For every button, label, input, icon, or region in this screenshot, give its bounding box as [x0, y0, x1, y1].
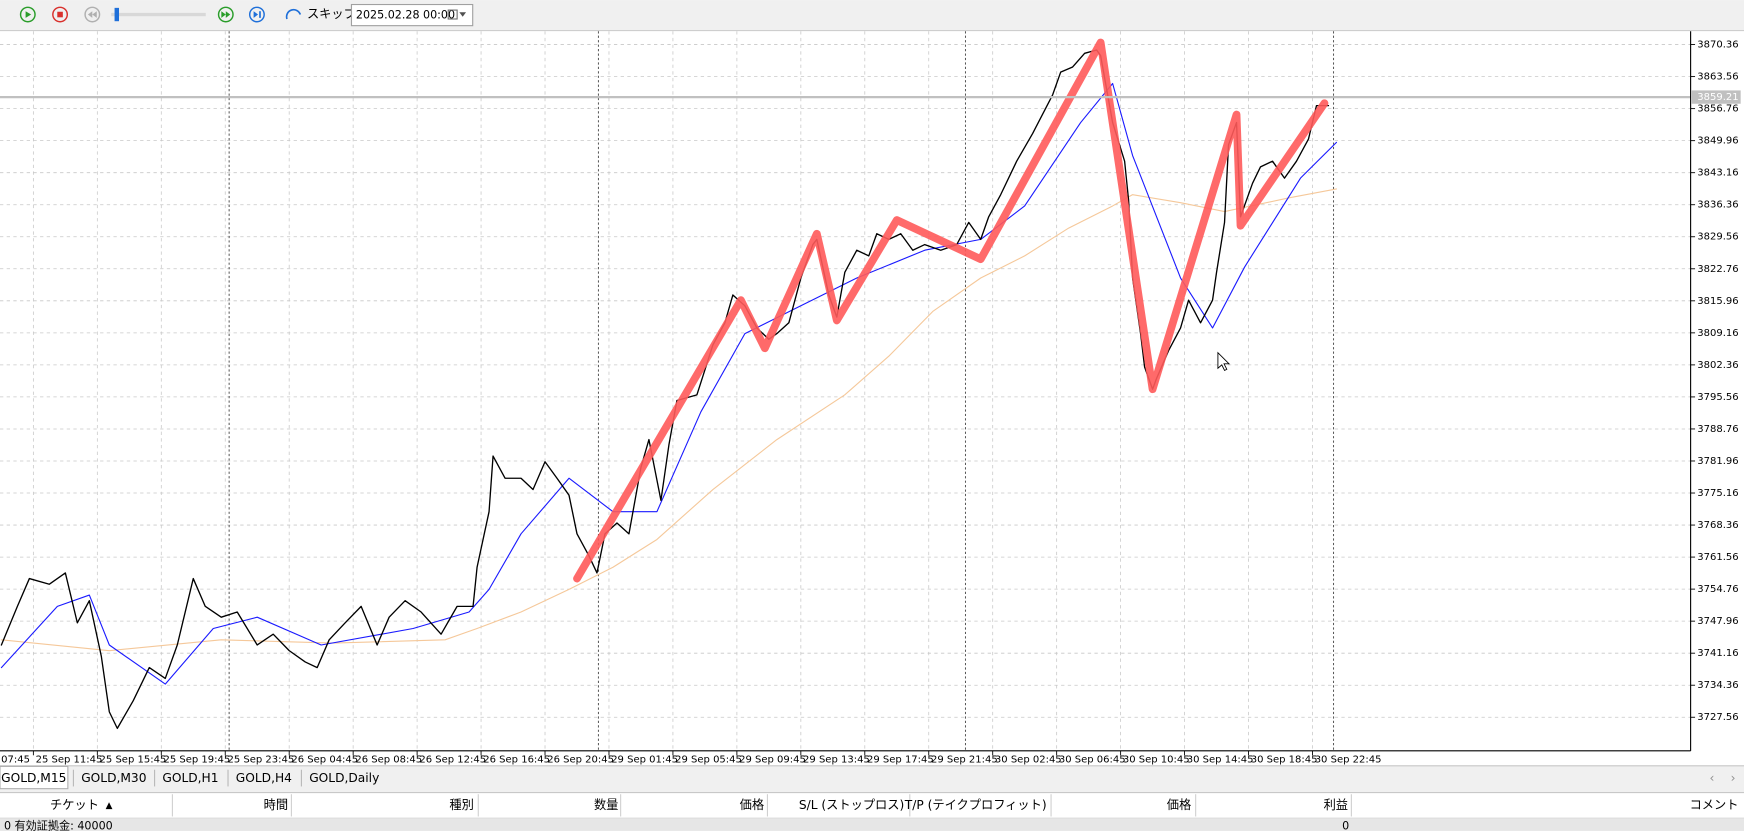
chart-tab[interactable]: GOLD,M15 [1, 771, 66, 785]
series-line [573, 38, 1329, 583]
date-box [350, 3, 474, 27]
step-button[interactable] [248, 6, 265, 23]
chart-background [0, 31, 1744, 766]
calendar-icon [447, 9, 458, 20]
x-tick-label: 30 Sep 02:45 [995, 755, 1062, 766]
column-header[interactable]: 価格 [1167, 797, 1191, 812]
current-price-label: 3859.21 [1697, 92, 1738, 103]
column-header[interactable]: T/P (テイクプロフィット) [904, 798, 1047, 812]
column-header[interactable]: 利益 [1324, 798, 1348, 812]
x-tick-label: 25 Sep 11:45 [36, 755, 103, 766]
column-header[interactable]: チケット [50, 798, 99, 812]
tab-scroll-right[interactable]: › [1731, 771, 1736, 785]
y-tick-label: 3829.56 [1697, 232, 1738, 243]
chart: 3870.36 3863.56 3856.76 3849.96 3843.16 3836.… [0, 31, 1744, 766]
fast-forward-button[interactable] [217, 6, 234, 23]
dropdown-arrow [459, 12, 467, 17]
series-line [0, 188, 1338, 652]
y-tick-label: 3870.36 [1697, 40, 1738, 51]
x-tick-label: 30 Sep 10:45 [1123, 755, 1190, 766]
column-header[interactable]: 時間 [264, 798, 288, 812]
table: チケット 時間 種別 数量 価格 S/L (ストップロス) T/P (テイクプロフィット) 価… [50, 794, 1739, 817]
x-tick-label: 25 Sep 15:45 [100, 755, 167, 766]
status-row [0, 818, 1744, 831]
chart-tab[interactable]: GOLD,H4 [236, 771, 292, 785]
toolbar [0, 0, 1744, 31]
tab-bar [0, 765, 1744, 792]
sort-indicator[interactable]: ▲ [106, 801, 113, 811]
speed-slider[interactable] [111, 7, 206, 22]
tab-scroll-left[interactable]: ‹ [1710, 771, 1715, 785]
x-tick-label: 29 Sep 01:45 [611, 755, 678, 766]
x-tick-label: 26 Sep 04:45 [291, 755, 358, 766]
chart-tab[interactable]: GOLD,H1 [162, 771, 218, 785]
column-header[interactable]: 種別 [449, 798, 473, 812]
grid [0, 31, 1691, 751]
axes: 3870.36 3863.56 3856.76 3849.96 3843.16 3836.… [1, 40, 1741, 766]
x-tick-label: 26 Sep 12:45 [419, 755, 486, 766]
date-value: 2025.02.28 00:00 [356, 9, 455, 22]
x-tick-label: 29 Sep 21:45 [931, 755, 998, 766]
y-tick-label: 3775.16 [1697, 488, 1738, 499]
series-line [0, 82, 1338, 685]
y-tick-label: 3809.16 [1697, 328, 1738, 339]
x-tick-label: 30 Sep 06:45 [1059, 755, 1126, 766]
table-header [0, 791, 1744, 819]
column-header[interactable]: S/L (ストップロス) [799, 798, 904, 812]
current-price-tag [1691, 90, 1741, 104]
x-tick-label: 29 Sep 13:45 [803, 755, 870, 766]
y-tick-label: 3802.36 [1697, 360, 1738, 371]
tabs: GOLD,M15 GOLD,M30 GOLD,H1 GOLD,H4 GOLD,Daily [1, 769, 379, 787]
x-tick-label: 30 Sep 14:45 [1187, 755, 1254, 766]
x-tick-label: 26 Sep 20:45 [547, 755, 614, 766]
chart-tab[interactable]: GOLD,Daily [309, 771, 379, 785]
profit-total: 0 [1342, 819, 1349, 831]
y-tick-label: 3734.36 [1697, 680, 1738, 691]
stop-button[interactable] [52, 6, 69, 23]
x-tick-label: 30 Sep 22:45 [1315, 755, 1382, 766]
y-tick-label: 3863.56 [1697, 72, 1738, 83]
skip-label: スキップ [307, 7, 357, 21]
y-tick-label: 3815.96 [1697, 296, 1738, 307]
x-tick-label: 30 Sep 18:45 [1251, 755, 1318, 766]
skip-button[interactable]: スキップ [285, 7, 357, 21]
y-tick-label: 3727.56 [1697, 712, 1738, 723]
y-tick-label: 3856.76 [1697, 104, 1738, 115]
column-header[interactable]: コメント [1690, 798, 1739, 812]
y-tick-label: 3822.76 [1697, 264, 1738, 275]
active-tab-background [0, 765, 69, 790]
y-tick-label: 3754.76 [1697, 584, 1738, 595]
y-tick-label: 3747.96 [1697, 616, 1738, 627]
mouse-cursor [1217, 351, 1231, 372]
column-header[interactable]: 価格 [740, 797, 764, 812]
x-tick-label: 25 Sep 23:45 [227, 755, 294, 766]
y-tick-label: 3795.56 [1697, 392, 1738, 403]
date-picker[interactable]: 2025.02.28 00:00 [350, 3, 474, 27]
chart-tab[interactable]: GOLD,M30 [81, 771, 146, 785]
y-tick-label: 3761.56 [1697, 552, 1738, 563]
y-tick-label: 3836.36 [1697, 200, 1738, 211]
x-tick-label: 07:45 [1, 755, 30, 766]
y-tick-label: 3843.16 [1697, 168, 1738, 179]
status-text: : 0 有効証拠金: 40000 [0, 818, 113, 831]
y-tick-label: 3768.36 [1697, 520, 1738, 531]
x-tick-label: 26 Sep 16:45 [483, 755, 550, 766]
skip-icon [285, 8, 302, 20]
x-tick-label: 25 Sep 19:45 [164, 755, 231, 766]
y-tick-label: 3741.16 [1697, 648, 1738, 659]
y-tick-label: 3849.96 [1697, 136, 1738, 147]
play-button[interactable] [19, 6, 36, 23]
x-tick-label: 29 Sep 17:45 [867, 755, 934, 766]
y-tick-label: 3781.96 [1697, 456, 1738, 467]
rewind-button[interactable] [84, 6, 101, 23]
x-tick-label: 29 Sep 09:45 [739, 755, 806, 766]
x-tick-label: 29 Sep 05:45 [675, 755, 742, 766]
series-layer [0, 38, 1691, 730]
x-tick-label: 26 Sep 08:45 [355, 755, 422, 766]
column-header[interactable]: 数量 [594, 797, 618, 812]
y-tick-label: 3788.76 [1697, 424, 1738, 435]
